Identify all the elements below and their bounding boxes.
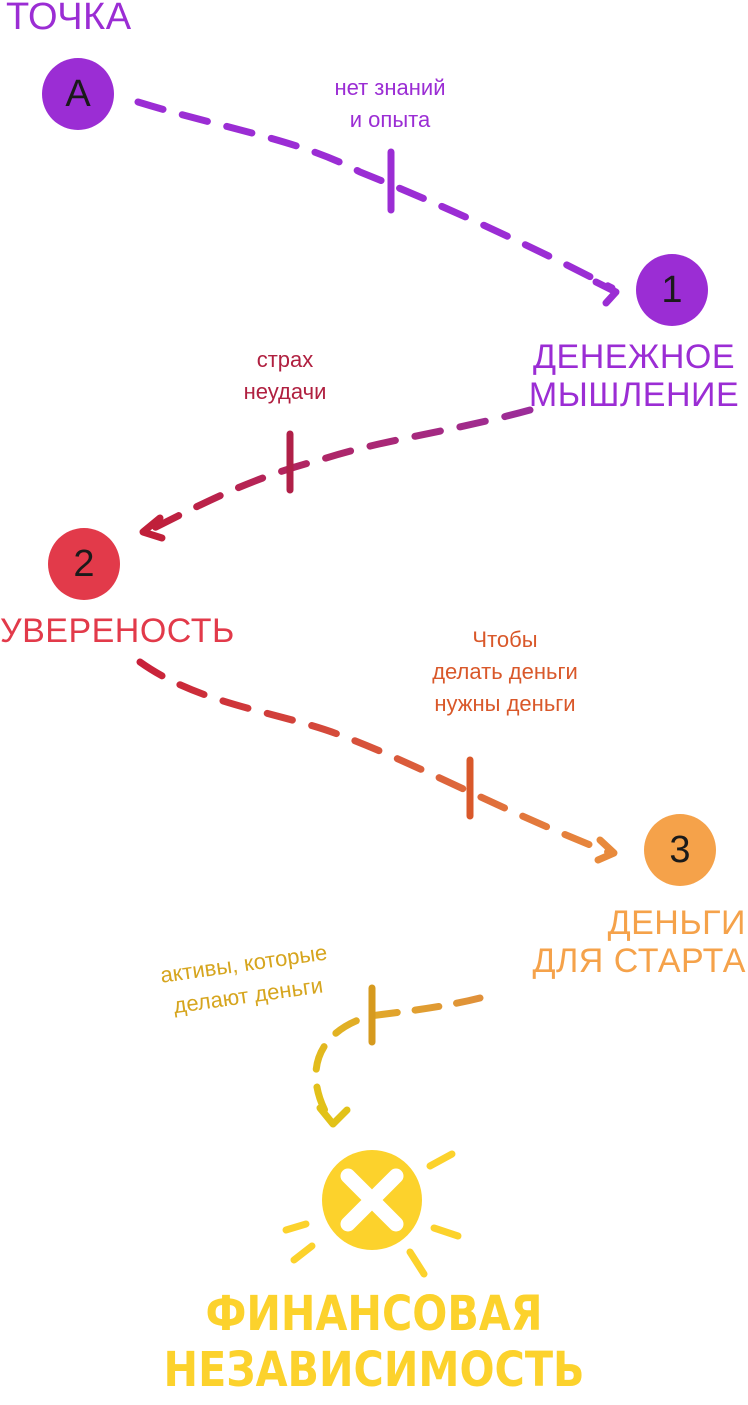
obstacle-3-line3: нужны деньги (434, 690, 576, 716)
step-1-node: 1 (636, 254, 708, 326)
step-2-title: УВЕРЕНОСТЬ (0, 612, 235, 650)
obstacle-3-text: Чтобы делать деньги нужны деньги (395, 624, 615, 720)
dashed-path-3-to-goal (312, 994, 484, 1124)
arrow-head-1-icon (592, 278, 620, 307)
step-3-node: 3 (644, 814, 716, 886)
step-2-node: 2 (48, 528, 120, 600)
dashed-path-1-to-2 (146, 406, 534, 534)
step-3-title-line2: ДЛЯ СТАРТА (532, 942, 746, 981)
step-3-number: 3 (669, 828, 691, 871)
start-node: A (42, 58, 114, 130)
dashed-path-2-to-3 (136, 658, 612, 856)
arrow-head-3-icon (594, 836, 618, 864)
dashed-path-a-to-1 (134, 98, 616, 292)
step-1-title-line2: МЫШЛЕНИЕ (528, 376, 740, 415)
step-1-title: ДЕНЕЖНОЕ МЫШЛЕНИЕ (520, 338, 748, 414)
obstacle-2-line1: страх (256, 347, 314, 372)
step-2-number: 2 (73, 542, 95, 585)
goal-sun-icon (282, 1150, 462, 1278)
obstacle-3-line2: делать деньги (432, 658, 578, 684)
start-title: ТОЧКА (6, 0, 132, 38)
step-1-number: 1 (661, 268, 683, 311)
obstacle-1-line2: и опыта (349, 106, 431, 132)
obstacle-1-line1: нет знаний (334, 75, 446, 100)
goal-title-line2: НЕЗАВИСИМОСТЬ (163, 1342, 585, 1398)
obstacle-2-line2: неудачи (243, 378, 327, 404)
step-3-title-line1: ДЕНЬГИ (607, 904, 746, 942)
obstacle-3-line1: Чтобы (472, 627, 538, 652)
step-2-title-line1: УВЕРЕНОСТЬ (0, 612, 235, 650)
obstacle-1-text: нет знаний и опыта (290, 72, 490, 136)
arrow-head-2-icon (139, 514, 166, 542)
obstacle-2-text: страх неудачи (200, 344, 370, 408)
arrow-head-goal-icon (316, 1104, 351, 1128)
step-3-title: ДЕНЬГИ ДЛЯ СТАРТА (510, 904, 746, 980)
start-node-label: A (65, 72, 91, 115)
step-1-title-line1: ДЕНЕЖНОЕ (532, 338, 735, 376)
goal-title-line1: ФИНАНСОВАЯ (205, 1286, 543, 1342)
